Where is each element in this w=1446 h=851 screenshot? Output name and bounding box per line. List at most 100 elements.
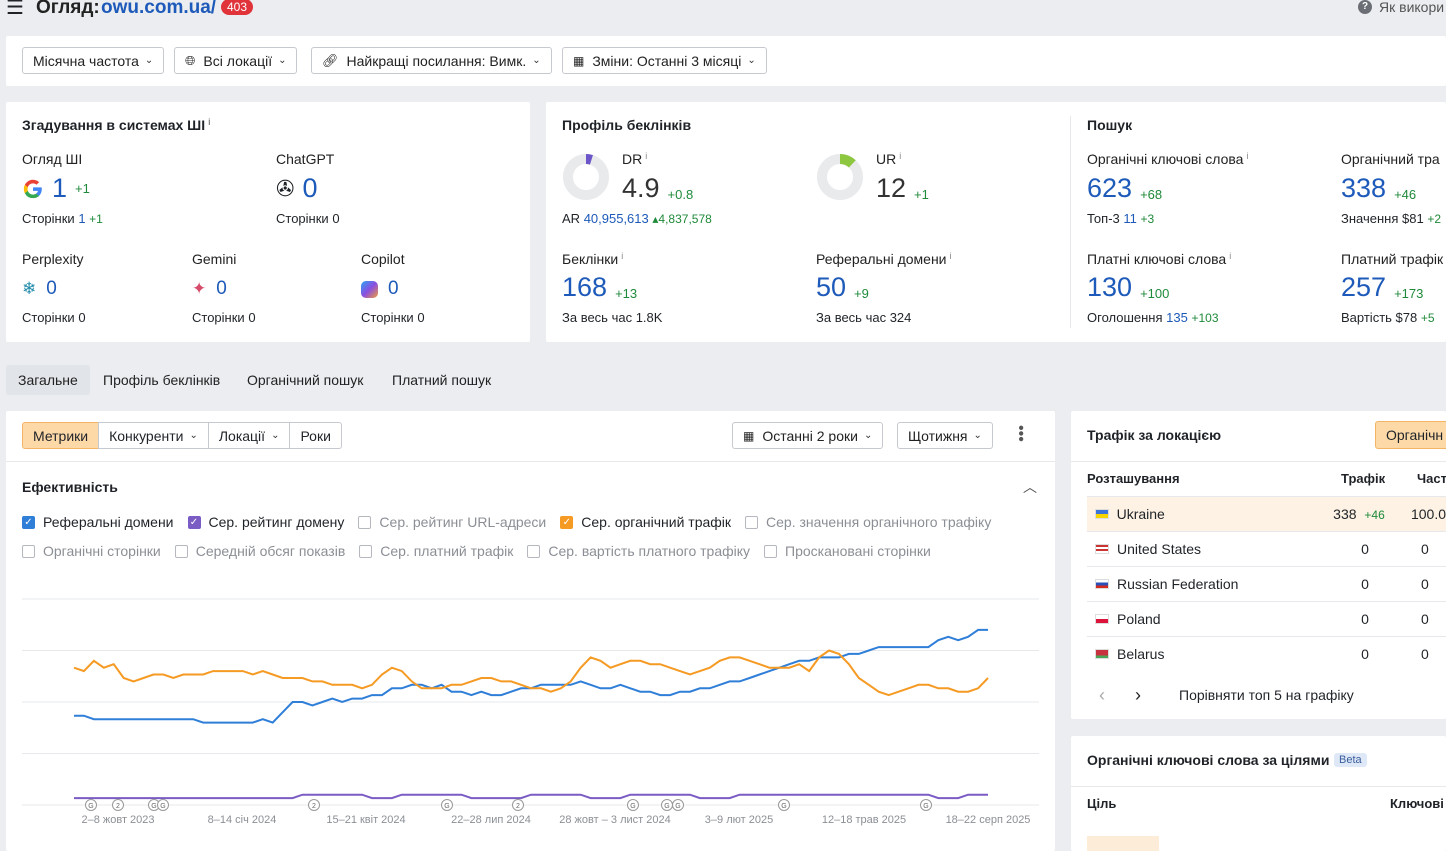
more-options-icon[interactable]: ••• [1012, 425, 1029, 442]
col-goal[interactable]: Ціль [1087, 796, 1117, 811]
checkbox-box[interactable] [359, 544, 373, 558]
col-traffic[interactable]: Трафік [1341, 471, 1386, 486]
tab-general[interactable]: Загальне [6, 365, 90, 395]
country-name[interactable]: Ukraine [1116, 506, 1165, 522]
checkbox-box[interactable] [22, 544, 35, 558]
performance-card: Метрики Конкуренти ⌄ Локації ⌄ Роки ▦ Оста… [6, 411, 1055, 851]
organic-kw-goals-card: Органічні ключові слова за цілями Beta Ц… [1071, 736, 1446, 851]
gemini-value[interactable]: 0 [216, 278, 227, 299]
checkbox-box[interactable]: ✓ [22, 515, 35, 529]
ref-domains-value[interactable]: 50 [816, 272, 847, 302]
table-row[interactable]: Ukraine 338 +46 100.0 [1087, 496, 1446, 531]
help-link[interactable]: Як викори [1379, 0, 1445, 15]
next-page-icon[interactable]: › [1135, 685, 1141, 705]
metric-checkbox[interactable]: Проскановані сторінки [764, 543, 931, 559]
info-icon[interactable]: i [621, 251, 624, 261]
info-icon[interactable]: i [949, 251, 952, 261]
checkbox-label: Органічні сторінки [43, 543, 161, 559]
series-line [74, 628, 988, 724]
menu-icon[interactable]: ☰ [6, 0, 24, 19]
annotation-marker [627, 799, 639, 811]
info-icon[interactable]: i [208, 117, 211, 127]
chatgpt-value[interactable]: 0 [302, 173, 318, 203]
backlinks-value[interactable]: 168 [562, 272, 608, 302]
calendar-icon: ▦ [573, 53, 585, 68]
perplexity-value-row: ❄ 0 [22, 278, 57, 300]
checkbox-box[interactable]: ✓ [560, 515, 574, 529]
info-icon[interactable]: i [1246, 151, 1249, 161]
copilot-pages: Сторінки 0 [361, 310, 425, 325]
metric-checkbox[interactable]: Сер. платний трафік [359, 543, 513, 559]
country-name[interactable]: Poland [1117, 611, 1161, 627]
checkbox-box[interactable] [358, 515, 372, 529]
annotation-label: G [630, 803, 635, 810]
chevron-down-icon: ⌄ [532, 55, 541, 66]
annotation-label: 2 [516, 803, 520, 810]
segment-metrics[interactable]: Метрики [22, 422, 100, 449]
google-icon [23, 179, 42, 198]
organic-toggle[interactable]: Органічн [1375, 421, 1446, 449]
info-icon[interactable]: i [645, 151, 648, 161]
metric-checkbox[interactable]: ✓ Сер. рейтинг домену [187, 514, 344, 530]
tab-backlink-profile[interactable]: Профіль беклінків [103, 372, 221, 388]
country-name[interactable]: Russian Federation [1117, 576, 1239, 592]
organic-traffic-delta: +46 [1394, 187, 1417, 202]
tab-organic-search[interactable]: Органічний пошук [247, 372, 364, 388]
info-icon[interactable]: i [899, 151, 902, 161]
frequency-dropdown[interactable]: Місячна частота ⌄ [22, 47, 165, 74]
ai-overview-value[interactable]: 1 [52, 173, 68, 203]
segment-years[interactable]: Роки [289, 422, 342, 449]
chatgpt-value-row: ✇ 0 [276, 175, 317, 202]
metric-checkbox[interactable]: Середній обсяг показів [174, 543, 345, 559]
range-dropdown[interactable]: ▦ Останні 2 роки ⌄ [732, 422, 884, 449]
perplexity-value[interactable]: 0 [46, 278, 57, 299]
paid-traffic-value[interactable]: 257 [1341, 272, 1387, 302]
checkbox-box[interactable] [745, 515, 759, 529]
info-icon[interactable]: i [1229, 251, 1232, 261]
metric-checkbox[interactable]: ✓ Сер. органічний трафік [560, 514, 731, 530]
prev-page-icon[interactable]: ‹ [1099, 685, 1105, 705]
interval-dropdown[interactable]: Щотижня ⌄ [897, 422, 993, 449]
metric-checkbox[interactable]: Сер. рейтинг URL-адреси [358, 514, 546, 530]
col-keywords[interactable]: Ключові [1390, 796, 1444, 811]
country-name[interactable]: Belarus [1117, 646, 1165, 662]
checkbox-box[interactable]: ✓ [187, 515, 201, 529]
checkbox-box[interactable] [527, 544, 541, 558]
locations-dropdown[interactable]: 🌐︎ Всі локації ⌄ [174, 47, 298, 74]
checkbox-box[interactable] [764, 544, 778, 558]
annotation-marker [512, 799, 524, 811]
col-share[interactable]: Части [1417, 471, 1446, 486]
country-name[interactable]: United States [1117, 541, 1202, 557]
tab-paid-search[interactable]: Платний пошук [392, 372, 492, 388]
paid-kw-value-row: 130 +100 [1087, 272, 1170, 302]
col-location[interactable]: Розташування [1087, 471, 1180, 486]
metric-checkbox[interactable]: Сер. значення органічного трафіку [745, 514, 991, 530]
table-row[interactable]: Russian Federation 0 0 [1087, 566, 1446, 601]
beta-badge: Beta [1334, 753, 1367, 767]
table-row[interactable]: Belarus 0 0 [1087, 636, 1446, 671]
metric-checkbox[interactable]: Органічні сторінки [22, 543, 161, 559]
traffic-value: 0 [1361, 646, 1369, 662]
compare-top5-link[interactable]: Порівняти топ 5 на графіку [1179, 687, 1354, 703]
organic-traffic-value[interactable]: 338 [1341, 173, 1387, 203]
domain-link[interactable]: owu.com.ua/ [101, 0, 217, 18]
help-icon[interactable]: ? [1358, 0, 1372, 14]
annotation-label: G [781, 803, 786, 810]
copilot-value[interactable]: 0 [388, 278, 399, 299]
organic-kw-value-row: 623 +68 [1087, 173, 1162, 203]
ur-value-row: 12 +1 [876, 175, 929, 203]
metric-checkbox[interactable]: Сер. вартість платного трафіку [527, 543, 750, 559]
best-links-dropdown[interactable]: 🔗︎ Найкращі посилання: Вимк. ⌄ [311, 47, 552, 74]
segment-competitors[interactable]: Конкуренти ⌄ [98, 422, 209, 449]
collapse-icon[interactable]: ︿ [1023, 479, 1037, 495]
paid-kw-delta: +100 [1140, 286, 1170, 301]
chevron-down-icon: ⌄ [973, 430, 982, 441]
segment-locations[interactable]: Локації ⌄ [207, 422, 291, 449]
paid-kw-value[interactable]: 130 [1087, 272, 1133, 302]
table-row[interactable]: Poland 0 0 [1087, 601, 1446, 636]
checkbox-box[interactable] [174, 544, 188, 558]
organic-kw-value[interactable]: 623 [1087, 173, 1133, 203]
table-row[interactable]: United States 0 0 [1087, 531, 1446, 566]
changes-dropdown[interactable]: ▦ Зміни: Останні 3 місяці ⌄ [562, 47, 767, 74]
metric-checkbox[interactable]: ✓ Реферальні домени [22, 514, 174, 530]
